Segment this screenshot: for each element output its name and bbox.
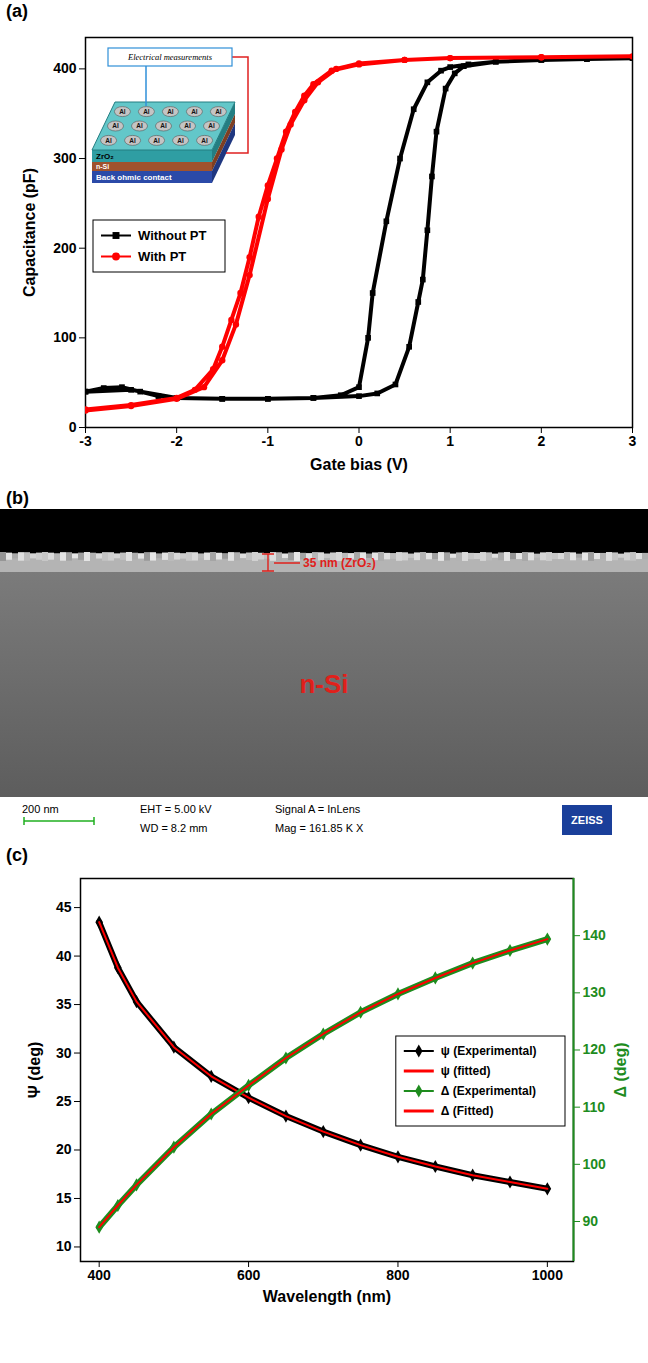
svg-text:140: 140 bbox=[583, 927, 607, 943]
html-text:(a): (a) bbox=[6, 1, 28, 21]
svg-text:Al: Al bbox=[105, 137, 112, 144]
html-text:(b): (b) bbox=[6, 488, 29, 508]
svg-text:1: 1 bbox=[446, 433, 454, 449]
svg-text:Capacitance (pF): Capacitance (pF) bbox=[21, 168, 38, 297]
svg-text:Signal A = InLens: Signal A = InLens bbox=[275, 803, 361, 815]
svg-text:Al: Al bbox=[112, 122, 119, 129]
svg-text:ψ (fitted): ψ (fitted) bbox=[441, 1064, 491, 1078]
svg-text:n-Si: n-Si bbox=[299, 669, 348, 699]
svg-text:Wavelength (nm): Wavelength (nm) bbox=[263, 1288, 391, 1305]
svg-text:35: 35 bbox=[56, 996, 72, 1012]
svg-text:Electrical measurements: Electrical measurements bbox=[127, 52, 213, 62]
svg-text:WD = 8.2 mm: WD = 8.2 mm bbox=[140, 822, 208, 834]
svg-text:20: 20 bbox=[56, 1141, 72, 1157]
svg-text:Δ (Experimental): Δ (Experimental) bbox=[441, 1084, 536, 1098]
svg-text:600: 600 bbox=[237, 1267, 261, 1283]
svg-text:200 nm: 200 nm bbox=[22, 803, 59, 815]
svg-text:130: 130 bbox=[583, 984, 607, 1000]
svg-text:30: 30 bbox=[56, 1045, 72, 1061]
svg-text:EHT = 5.00 kV: EHT = 5.00 kV bbox=[140, 803, 212, 815]
svg-text:Ψ (deg): Ψ (deg) bbox=[26, 1042, 43, 1099]
svg-text:n-Si: n-Si bbox=[96, 163, 109, 170]
svg-text:120: 120 bbox=[583, 1041, 607, 1057]
svg-text:Al: Al bbox=[153, 137, 160, 144]
svg-text:Without PT: Without PT bbox=[138, 228, 207, 243]
svg-text:Al: Al bbox=[129, 137, 136, 144]
svg-text:Δ (Fitted): Δ (Fitted) bbox=[441, 1104, 494, 1118]
svg-text:800: 800 bbox=[386, 1267, 410, 1283]
svg-text:-2: -2 bbox=[170, 433, 183, 449]
svg-text:Δ (deg): Δ (deg) bbox=[612, 1042, 629, 1097]
svg-text:300: 300 bbox=[53, 150, 77, 166]
svg-text:110: 110 bbox=[583, 1099, 606, 1115]
svg-text:Al: Al bbox=[160, 122, 167, 129]
svg-text:10: 10 bbox=[56, 1238, 72, 1254]
svg-text:100: 100 bbox=[53, 329, 77, 345]
svg-text:Al: Al bbox=[215, 108, 222, 115]
svg-text:ZrO₂: ZrO₂ bbox=[96, 152, 114, 161]
svg-text:400: 400 bbox=[87, 1267, 111, 1283]
svg-text:Al: Al bbox=[208, 122, 215, 129]
svg-text:25: 25 bbox=[56, 1093, 72, 1109]
svg-text:40: 40 bbox=[56, 948, 72, 964]
svg-text:90: 90 bbox=[583, 1213, 599, 1229]
svg-text:0: 0 bbox=[69, 419, 77, 435]
svg-text:Gate bias (V): Gate bias (V) bbox=[310, 456, 408, 473]
svg-text:ψ (Experimental): ψ (Experimental) bbox=[441, 1044, 537, 1058]
svg-text:35 nm (ZrO₂): 35 nm (ZrO₂) bbox=[303, 556, 376, 570]
svg-text:100: 100 bbox=[583, 1156, 607, 1172]
svg-text:Al: Al bbox=[143, 108, 150, 115]
svg-text:Al: Al bbox=[201, 137, 208, 144]
svg-text:Al: Al bbox=[167, 108, 174, 115]
svg-text:45: 45 bbox=[56, 899, 72, 915]
svg-text:Al: Al bbox=[191, 108, 198, 115]
svg-text:-3: -3 bbox=[79, 433, 92, 449]
svg-text:Al: Al bbox=[136, 122, 143, 129]
svg-text:200: 200 bbox=[53, 240, 77, 256]
svg-text:400: 400 bbox=[53, 60, 77, 76]
svg-text:2: 2 bbox=[537, 433, 545, 449]
svg-text:Mag = 161.85 K X: Mag = 161.85 K X bbox=[275, 822, 364, 834]
svg-text:-1: -1 bbox=[262, 433, 275, 449]
svg-text:15: 15 bbox=[56, 1190, 72, 1206]
svg-text:Al: Al bbox=[177, 137, 184, 144]
svg-text:1000: 1000 bbox=[532, 1267, 563, 1283]
svg-text:With PT: With PT bbox=[138, 249, 186, 264]
svg-text:0: 0 bbox=[355, 433, 363, 449]
svg-text:Al: Al bbox=[184, 122, 191, 129]
svg-text:3: 3 bbox=[629, 433, 637, 449]
html-text:(c): (c) bbox=[6, 845, 28, 865]
svg-text:ZEISS: ZEISS bbox=[571, 814, 603, 826]
svg-text:Al: Al bbox=[119, 108, 126, 115]
svg-text:Back ohmic contact: Back ohmic contact bbox=[96, 173, 172, 182]
